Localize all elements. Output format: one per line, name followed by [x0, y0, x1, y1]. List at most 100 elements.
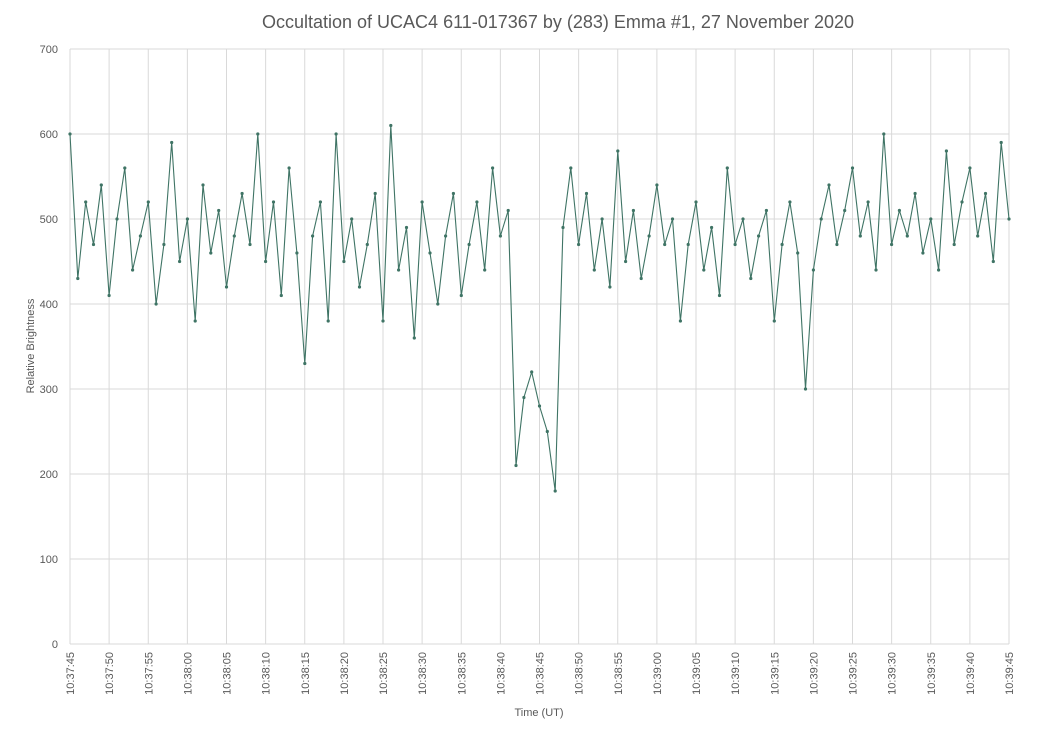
data-point — [154, 302, 158, 306]
data-point — [983, 191, 988, 196]
data-point — [741, 217, 745, 221]
data-point — [428, 251, 432, 255]
data-point — [725, 166, 729, 170]
x-tick-label: 10:39:05 — [691, 652, 703, 695]
data-point — [811, 268, 816, 272]
y-axis-ticks: 0 100 200 300 400 500 600 700 — [40, 44, 58, 651]
data-point — [240, 191, 244, 196]
data-point — [232, 234, 236, 238]
data-point — [835, 242, 839, 247]
data-point — [882, 132, 886, 136]
data-point — [436, 302, 440, 306]
data-point — [545, 429, 549, 434]
data-point — [647, 234, 651, 238]
data-point — [577, 242, 581, 247]
data-point — [138, 234, 142, 238]
data-point — [803, 387, 808, 391]
data-point — [178, 259, 182, 264]
data-point — [1007, 217, 1011, 221]
x-tick-label: 10:38:00 — [182, 652, 194, 695]
data-point — [209, 251, 213, 255]
data-point — [733, 242, 737, 247]
data-point — [952, 242, 956, 247]
x-tick-label: 10:38:05 — [222, 652, 234, 695]
x-axis-ticks: 10:37:45 10:37:50 10:37:55 10:38:00 10:38:05… — [65, 652, 1016, 695]
x-tick-label: 10:39:35 — [926, 652, 938, 695]
data-point — [960, 200, 964, 204]
data-point — [944, 149, 949, 153]
data-point — [217, 208, 221, 213]
data-point — [287, 166, 291, 170]
data-point — [976, 234, 980, 238]
data-point — [655, 183, 659, 187]
data-point — [389, 123, 393, 128]
data-point — [694, 200, 698, 204]
data-point — [897, 208, 902, 213]
data-point — [584, 191, 589, 196]
x-tick-label: 10:37:50 — [104, 652, 116, 695]
data-point — [381, 319, 385, 323]
x-tick-label: 10:38:35 — [456, 652, 468, 695]
data-point — [404, 225, 409, 230]
x-tick-label: 10:39:40 — [965, 652, 977, 695]
data-point — [303, 361, 307, 366]
data-point — [858, 234, 862, 238]
data-point — [357, 285, 362, 289]
data-point — [999, 140, 1003, 145]
y-tick-label: 200 — [40, 469, 58, 481]
data-point — [631, 208, 636, 213]
data-point — [663, 242, 667, 247]
data-point — [467, 242, 471, 247]
y-tick-label: 300 — [40, 384, 58, 396]
data-point — [874, 268, 878, 272]
data-point — [420, 200, 424, 204]
data-point — [146, 200, 150, 204]
x-tick-label: 10:39:45 — [1004, 652, 1016, 695]
data-point — [530, 370, 534, 374]
data-point — [459, 293, 463, 298]
data-point — [248, 242, 252, 247]
data-point — [710, 225, 714, 230]
data-point — [193, 319, 197, 323]
data-point — [702, 268, 706, 272]
x-axis-label: Time (UT) — [514, 707, 563, 719]
data-point — [185, 217, 189, 221]
data-point — [334, 132, 338, 136]
data-point — [561, 225, 565, 230]
data-point — [717, 293, 722, 298]
data-point — [412, 336, 416, 340]
x-tick-label: 10:39:25 — [848, 652, 860, 695]
data-point — [788, 200, 792, 204]
data-point — [279, 293, 283, 298]
data-point — [123, 166, 127, 170]
data-point — [757, 234, 761, 238]
data-point — [905, 234, 909, 238]
x-tick-label: 10:38:50 — [574, 652, 586, 695]
data-point — [569, 166, 573, 170]
data-point — [929, 217, 933, 221]
data-point — [68, 132, 72, 136]
data-point — [686, 242, 690, 247]
data-point — [670, 217, 675, 221]
data-point — [115, 217, 119, 221]
x-tick-label: 10:39:20 — [808, 652, 820, 695]
data-point — [91, 242, 96, 247]
data-point — [397, 268, 401, 272]
data-point — [639, 276, 643, 281]
data-point — [819, 217, 823, 221]
data-point — [256, 132, 260, 136]
x-tick-label: 10:38:20 — [339, 652, 351, 695]
y-tick-label: 500 — [40, 214, 58, 226]
data-point — [608, 285, 612, 289]
data-point — [451, 191, 455, 196]
chart-title: Occultation of UCAC4 611-017367 by (283)… — [262, 12, 854, 32]
data-point — [921, 251, 925, 255]
data-point — [624, 259, 628, 264]
x-tick-label: 10:38:10 — [261, 652, 273, 695]
data-point — [483, 268, 487, 272]
data-point — [537, 404, 542, 408]
x-tick-label: 10:39:10 — [730, 652, 742, 695]
data-point — [475, 200, 479, 204]
y-tick-label: 600 — [40, 129, 58, 141]
data-point — [491, 166, 495, 170]
